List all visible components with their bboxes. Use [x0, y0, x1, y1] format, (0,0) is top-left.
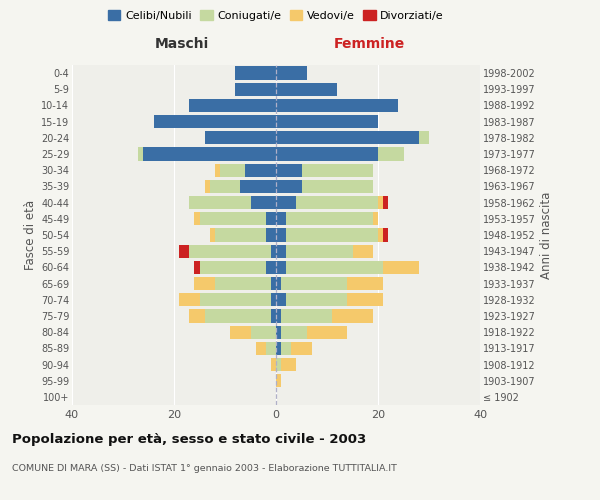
Bar	[307, 326, 347, 339]
Bar	[256, 342, 266, 355]
Bar	[347, 293, 383, 306]
Bar	[210, 228, 215, 241]
Bar	[190, 99, 276, 112]
Bar	[205, 180, 210, 193]
Bar	[276, 358, 281, 371]
Bar	[245, 164, 276, 177]
Bar	[276, 115, 378, 128]
Text: COMUNE DI MARA (SS) - Dati ISTAT 1° gennaio 2003 - Elaborazione TUTTITALIA.IT: COMUNE DI MARA (SS) - Dati ISTAT 1° genn…	[12, 464, 397, 473]
Bar	[215, 277, 271, 290]
Bar	[419, 131, 429, 144]
Text: Maschi: Maschi	[155, 38, 209, 52]
Bar	[286, 244, 353, 258]
Bar	[266, 212, 276, 226]
Bar	[143, 148, 276, 160]
Bar	[353, 244, 373, 258]
Bar	[347, 277, 383, 290]
Bar	[266, 228, 276, 241]
Bar	[302, 164, 373, 177]
Bar	[189, 244, 271, 258]
Bar	[276, 66, 307, 80]
Bar	[276, 374, 281, 388]
Bar	[276, 131, 419, 144]
Bar	[266, 260, 276, 274]
Bar	[276, 326, 281, 339]
Bar	[281, 277, 347, 290]
Bar	[296, 196, 378, 209]
Bar	[179, 293, 199, 306]
Bar	[373, 212, 378, 226]
Bar	[281, 342, 292, 355]
Bar	[276, 342, 281, 355]
Bar	[281, 326, 307, 339]
Bar	[276, 228, 286, 241]
Bar	[286, 293, 347, 306]
Bar	[383, 196, 388, 209]
Bar	[286, 228, 378, 241]
Bar	[190, 310, 205, 322]
Bar	[286, 260, 383, 274]
Bar	[138, 148, 143, 160]
Text: Popolazione per età, sesso e stato civile - 2003: Popolazione per età, sesso e stato civil…	[12, 432, 366, 446]
Bar	[215, 228, 266, 241]
Bar	[271, 244, 276, 258]
Bar	[292, 342, 312, 355]
Bar	[199, 260, 266, 274]
Bar	[378, 228, 383, 241]
Bar	[276, 180, 302, 193]
Bar	[271, 277, 276, 290]
Bar	[383, 228, 388, 241]
Bar	[240, 180, 276, 193]
Bar	[276, 260, 286, 274]
Text: Femmine: Femmine	[334, 38, 406, 52]
Bar	[276, 293, 286, 306]
Bar	[194, 212, 199, 226]
Bar	[190, 196, 251, 209]
Bar	[281, 310, 332, 322]
Bar	[199, 293, 271, 306]
Bar	[302, 180, 373, 193]
Bar	[179, 244, 190, 258]
Bar	[235, 66, 276, 80]
Bar	[276, 82, 337, 96]
Bar	[276, 244, 286, 258]
Bar	[332, 310, 373, 322]
Bar	[205, 310, 271, 322]
Bar	[271, 310, 276, 322]
Bar	[194, 277, 215, 290]
Bar	[210, 180, 240, 193]
Bar	[378, 196, 383, 209]
Bar	[199, 212, 266, 226]
Bar	[276, 164, 302, 177]
Bar	[378, 148, 404, 160]
Bar	[276, 148, 378, 160]
Legend: Celibi/Nubili, Coniugati/e, Vedovi/e, Divorziati/e: Celibi/Nubili, Coniugati/e, Vedovi/e, Di…	[106, 8, 446, 23]
Bar	[235, 82, 276, 96]
Bar	[215, 164, 220, 177]
Bar	[154, 115, 276, 128]
Bar	[383, 260, 419, 274]
Bar	[276, 196, 296, 209]
Bar	[271, 358, 276, 371]
Bar	[271, 293, 276, 306]
Y-axis label: Fasce di età: Fasce di età	[23, 200, 37, 270]
Bar	[251, 196, 276, 209]
Bar	[286, 212, 373, 226]
Bar	[220, 164, 245, 177]
Bar	[276, 99, 398, 112]
Bar	[194, 260, 199, 274]
Y-axis label: Anni di nascita: Anni di nascita	[540, 192, 553, 278]
Bar	[251, 326, 276, 339]
Bar	[276, 310, 281, 322]
Bar	[281, 358, 296, 371]
Bar	[230, 326, 251, 339]
Bar	[266, 342, 276, 355]
Bar	[205, 131, 276, 144]
Bar	[276, 277, 281, 290]
Bar	[276, 212, 286, 226]
